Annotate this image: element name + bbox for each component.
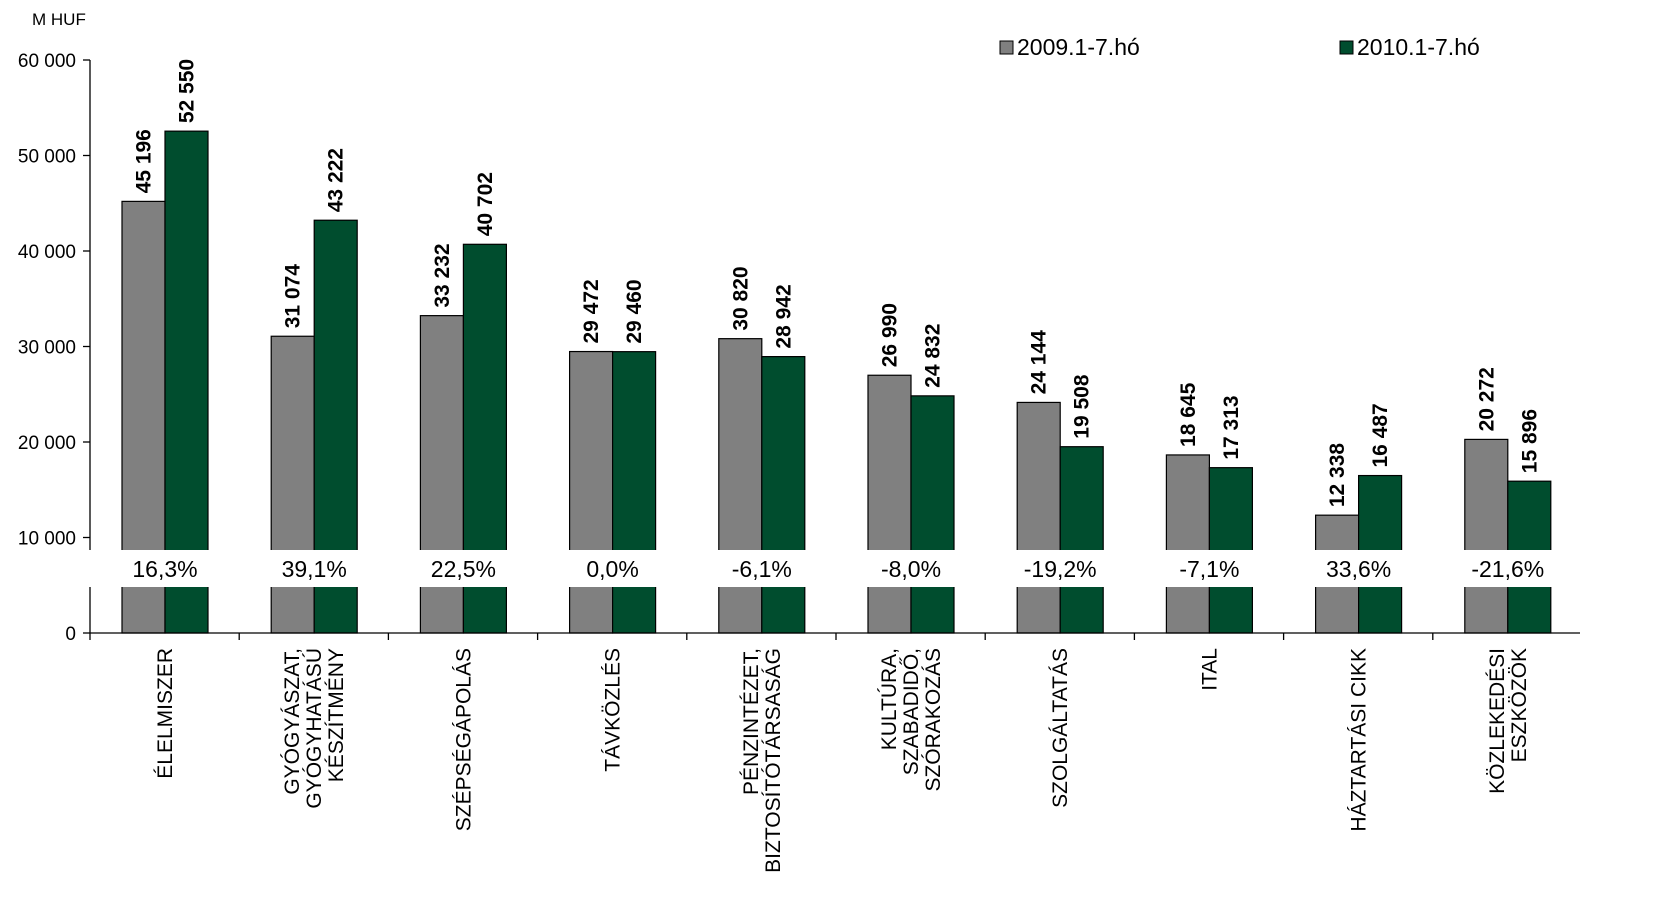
bar-value-label: 30 820 xyxy=(729,266,752,330)
bar-value-label: 43 222 xyxy=(325,148,348,212)
bar-value-label: 16 487 xyxy=(1369,403,1392,467)
category-label: ITAL xyxy=(1198,648,1221,691)
bar-value-label: 29 472 xyxy=(580,279,603,343)
legend-label-2010: 2010.1-7.hó xyxy=(1357,34,1480,60)
axes: 60 000 50 000 40 000 30 000 20 000 10 000 0 xyxy=(18,51,1580,645)
bar-value-label: 31 074 xyxy=(282,264,305,329)
category-label: SZÓRAKOZÁS xyxy=(922,648,945,792)
legend-swatch-2009 xyxy=(999,40,1014,55)
y-tick-label: 40 000 xyxy=(18,242,76,263)
category-label: GYÓGYÁSZAT, xyxy=(281,648,304,795)
bar-value-label: 33 232 xyxy=(431,243,454,307)
legend-swatch-2010 xyxy=(1339,40,1354,55)
bar-2009 xyxy=(867,374,912,634)
bar-value-label: 18 645 xyxy=(1177,382,1200,447)
category-label: SZABADIDŐ, xyxy=(900,648,923,775)
change-percent-label: -8,0% xyxy=(881,556,941,582)
bar-value-label: 17 313 xyxy=(1220,395,1243,459)
change-percent-label: 22,5% xyxy=(431,556,496,582)
category-label: ESZKÖZÖK xyxy=(1508,648,1531,762)
bar-2009 xyxy=(1165,454,1211,634)
bar-value-label: 52 550 xyxy=(176,59,199,123)
bar-value-label: 28 942 xyxy=(772,284,795,348)
category-label: BIZTOSÍTÓTÁRSASÁG xyxy=(762,648,785,873)
change-percent-label: -7,1% xyxy=(1179,556,1239,582)
category-label: KÖZLEKEDÉSI xyxy=(1486,648,1509,794)
change-percent-label: -21,6% xyxy=(1471,556,1544,582)
bar-value-label: 15 896 xyxy=(1518,409,1541,473)
y-tick-label: 20 000 xyxy=(18,433,76,454)
category-label: TÁVKÖZLÉS xyxy=(602,648,625,772)
change-percent-label: 0,0% xyxy=(586,556,638,582)
bar-2010 xyxy=(910,395,955,634)
category-label: GYÓGYHATÁSÚ xyxy=(303,648,326,809)
bar-2009 xyxy=(1016,401,1061,634)
axis-break-band xyxy=(0,550,1666,587)
y-tick-label: 30 000 xyxy=(18,338,76,359)
change-percent-label: 39,1% xyxy=(282,556,347,582)
bar-2010 xyxy=(164,130,209,634)
bar-value-label: 12 338 xyxy=(1326,443,1349,508)
bar-value-label: 20 272 xyxy=(1475,367,1498,431)
bar-value-label: 24 832 xyxy=(922,324,945,388)
axis-break-band xyxy=(0,550,1666,587)
category-label: KULTÚRA, xyxy=(878,648,901,750)
labels-layer: 45 196 52 550 31 074 43 222 33 232 40 702 29 4… xyxy=(132,59,1544,873)
y-axis-unit-label: M HUF xyxy=(32,10,86,29)
bar-2010 xyxy=(1059,446,1104,634)
bar-value-label: 24 144 xyxy=(1028,330,1051,395)
bar-2009 xyxy=(1464,438,1509,634)
bar-2010 xyxy=(761,356,806,634)
category-label: ÉLELMISZER xyxy=(154,648,177,779)
category-label: SZOLGÁLTATÁS xyxy=(1049,648,1072,808)
bar-2009 xyxy=(718,338,763,634)
y-tick-label: 60 000 xyxy=(18,51,76,72)
bar-value-label: 19 508 xyxy=(1071,374,1094,439)
y-tick-label: 10 000 xyxy=(18,529,76,550)
change-percent-label: -19,2% xyxy=(1024,556,1097,582)
bar-2010 xyxy=(611,351,657,634)
category-label: PÉNZINTÉZET, xyxy=(740,648,763,795)
legend: 2009.1-7.hó 2010.1-7.hó xyxy=(999,34,1480,60)
change-percent-label: 16,3% xyxy=(132,556,197,582)
y-tick-label: 0 xyxy=(65,624,76,645)
bar-value-label: 29 460 xyxy=(623,279,646,343)
category-label: KÉSZÍTMÉNY xyxy=(325,648,348,782)
bar-value-label: 40 702 xyxy=(474,172,497,236)
bar-2009 xyxy=(270,335,315,634)
y-tick-label: 50 000 xyxy=(18,147,76,168)
category-label: SZÉPSÉGÁPOLÁS xyxy=(452,648,475,831)
bar-value-label: 26 990 xyxy=(879,303,902,367)
legend-label-2009: 2009.1-7.hó xyxy=(1017,34,1140,60)
change-percent-label: -6,1% xyxy=(732,556,792,582)
bar-2009 xyxy=(568,350,614,634)
bar-value-label: 45 196 xyxy=(133,129,156,193)
category-label: HÁZTARTÁSI CIKK xyxy=(1348,648,1371,832)
change-percent-label: 33,6% xyxy=(1326,556,1391,582)
